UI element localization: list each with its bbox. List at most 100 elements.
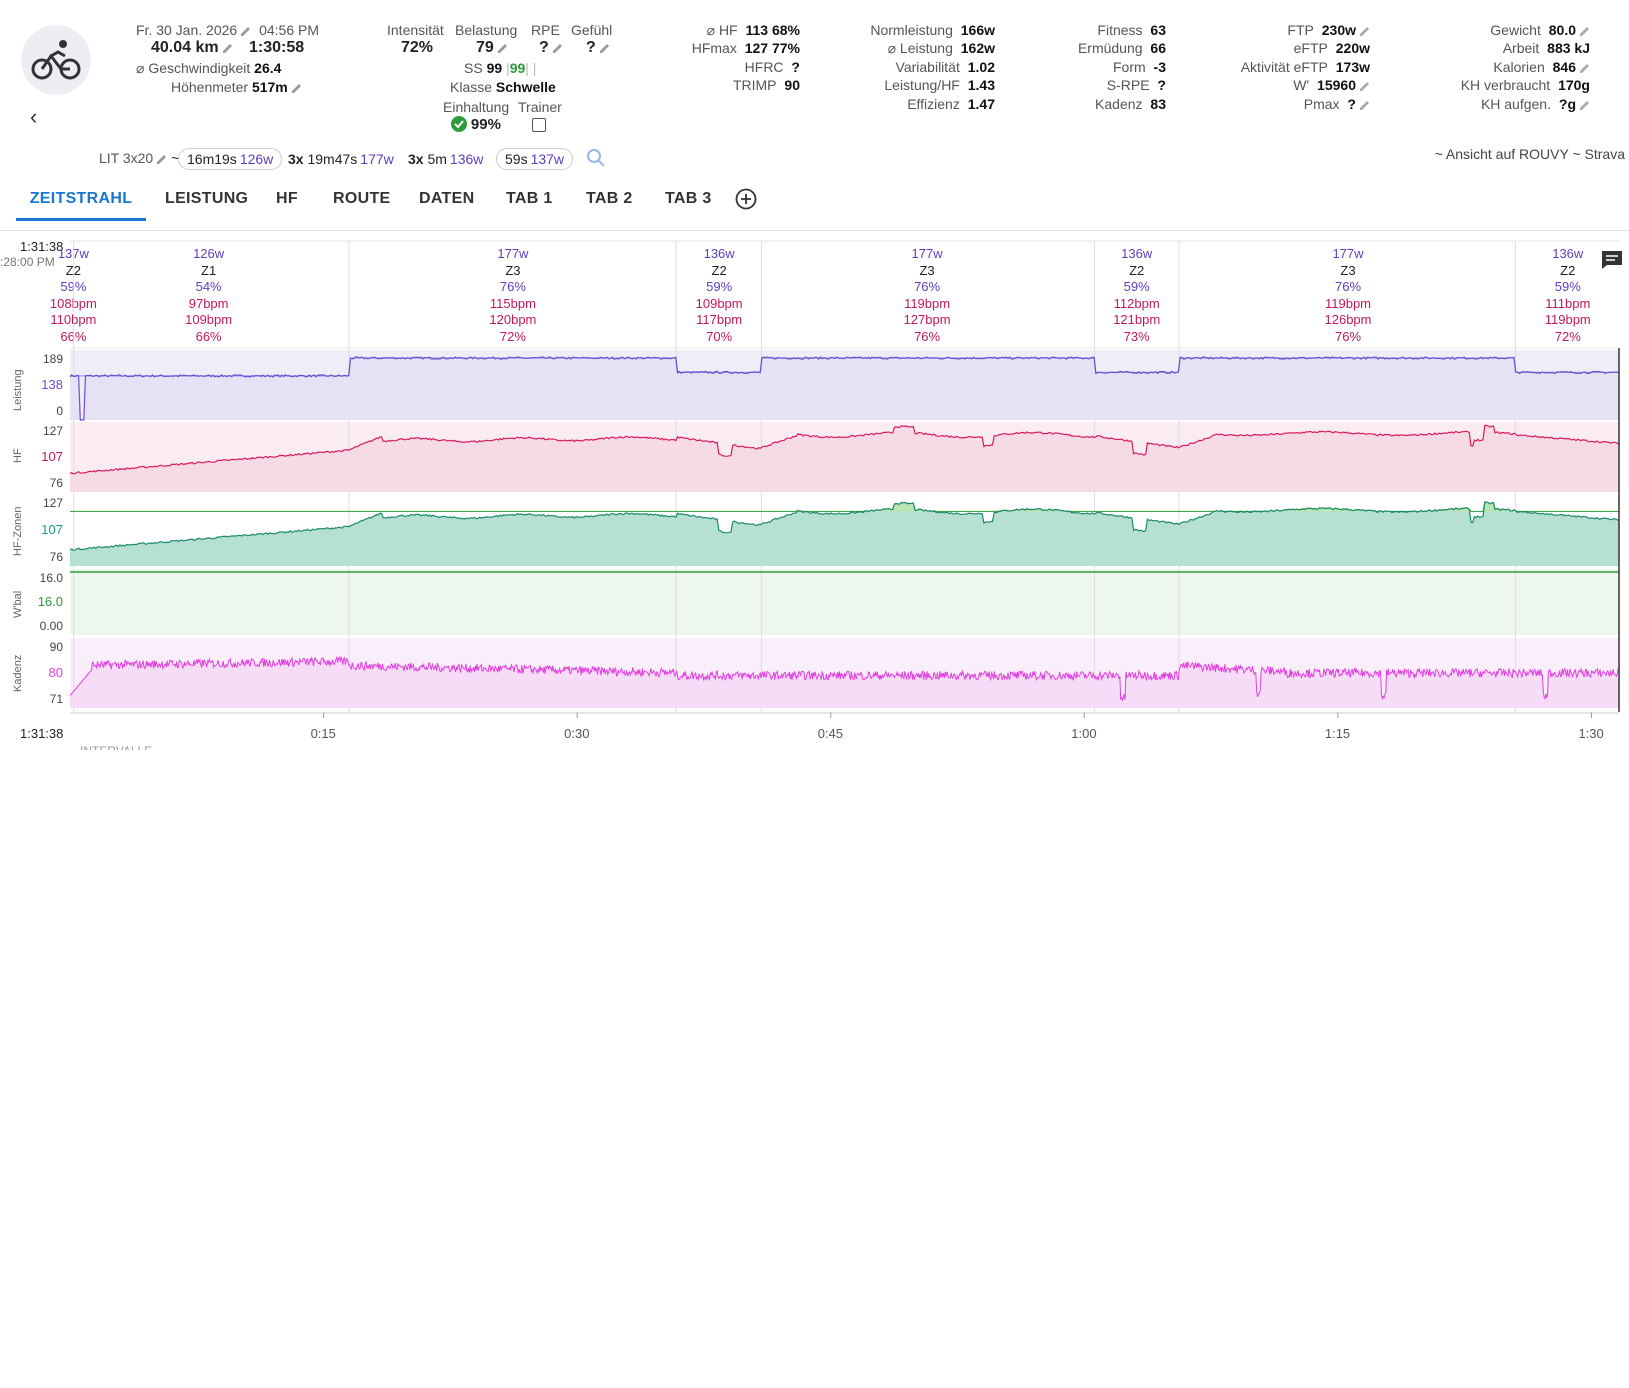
- stat-label: HFmax: [691, 40, 737, 57]
- interval-zone: Z3: [1340, 262, 1356, 278]
- feel-value[interactable]: ?: [586, 39, 596, 56]
- ss-value-2: 99: [509, 60, 526, 76]
- y-tick-label: 71: [49, 692, 63, 706]
- tab-2[interactable]: TAB 2: [586, 190, 633, 207]
- stat-value: 230w: [1317, 22, 1356, 38]
- interval-summary[interactable]: 136w Z2 59% 111bpm 119bpm 72%: [1528, 246, 1608, 346]
- stat-label: Variabilität: [895, 58, 960, 75]
- interval-max-hr: 117bpm: [696, 312, 743, 328]
- interval-avg-hr: 119bpm: [1324, 295, 1371, 311]
- tab-daten[interactable]: DATEN: [419, 190, 475, 207]
- edit-pencil-icon[interactable]: [1358, 79, 1370, 92]
- cursor-time: 1:31:38: [20, 239, 64, 254]
- stat-stats_col4-2: Aktivität eFTP 173w: [1241, 59, 1370, 75]
- stat-label: HFRC: [744, 58, 784, 75]
- compliance-label: Einhaltung: [443, 99, 510, 115]
- search-icon[interactable]: [586, 148, 606, 168]
- chat-icon[interactable]: [1601, 250, 1623, 270]
- stat-stats_col2-0: Normleistung 166w: [870, 22, 995, 38]
- rpe-value[interactable]: ?: [539, 39, 549, 56]
- workout-chip[interactable]: 59s 137w: [496, 148, 574, 170]
- back-chevron-icon[interactable]: ‹: [30, 104, 38, 129]
- interval-zone: Z2: [1129, 262, 1145, 278]
- stat-value: 846: [1548, 58, 1576, 75]
- stat-label: Gewicht: [1490, 22, 1541, 38]
- y-tick-label: 16.0: [39, 571, 63, 585]
- load-value: 79: [476, 39, 494, 56]
- interval-power: 136w: [1121, 246, 1153, 261]
- edit-pencil-icon[interactable]: [1578, 24, 1590, 36]
- trainer-checkbox[interactable]: [532, 118, 546, 132]
- stat-label: eFTP: [1293, 40, 1328, 57]
- activity-time: 04:56 PM: [259, 22, 320, 38]
- activity-date[interactable]: Fr. 30 Jan. 2026: [136, 22, 238, 38]
- edit-pencil-icon[interactable]: [551, 41, 563, 53]
- edit-pencil-icon[interactable]: [1358, 98, 1370, 110]
- stat-label: Arbeit: [1502, 40, 1540, 57]
- edit-pencil-icon[interactable]: [221, 41, 233, 53]
- tab-route[interactable]: ROUTE: [333, 190, 391, 207]
- stat-stats_col4-1: eFTP 220w: [1294, 40, 1370, 56]
- tab-hf[interactable]: HF: [276, 190, 298, 207]
- interval-hr-pct: 72%: [1554, 328, 1581, 344]
- edit-pencil-icon[interactable]: [155, 152, 167, 164]
- stat-label: Aktivität eFTP: [1240, 58, 1328, 75]
- stat-label: TRIMP: [732, 77, 777, 94]
- tab-leistung[interactable]: LEISTUNG: [165, 190, 249, 207]
- y-tick-label: 127: [42, 424, 63, 438]
- edit-pencil-icon[interactable]: [1358, 24, 1370, 36]
- stat-label: KH verbraucht: [1460, 77, 1551, 94]
- interval-max-hr: 127bpm: [903, 312, 951, 328]
- tab-1[interactable]: TAB 1: [506, 190, 553, 207]
- hr-zones-area: [70, 502, 1619, 566]
- stat-value: 66: [1146, 40, 1166, 57]
- stat-stats_col2-3: Leistung/HF 1.43: [884, 77, 995, 93]
- interval-summary[interactable]: 177w Z3 76% 119bpm 127bpm 76%: [887, 246, 967, 346]
- stat-value: 1.47: [963, 95, 995, 112]
- edit-pencil-icon[interactable]: [496, 41, 508, 53]
- interval-summary[interactable]: 177w Z3 76% 115bpm 120bpm 72%: [473, 246, 553, 346]
- workout-chip[interactable]: 16m19s 126w: [178, 148, 283, 170]
- interval-avg-hr: 109bpm: [695, 295, 743, 311]
- workout-name[interactable]: LIT 3x20: [99, 150, 154, 166]
- stat-stats_col1-2: HFRC ?: [745, 59, 800, 75]
- interval-summary[interactable]: 126w Z1 54% 97bpm 109bpm 66%: [169, 246, 249, 346]
- stat-value: ?: [1343, 95, 1356, 112]
- stat-stats_col2-4: Effizienz 1.47: [907, 96, 995, 112]
- timeline-chart[interactable]: [0, 235, 1629, 755]
- stat-label: FTP: [1287, 22, 1314, 38]
- elevation-label: Höhenmeter: [171, 79, 249, 95]
- stat-stats_col2-2: Variabilität 1.02: [896, 59, 995, 75]
- stat-stats_col4-0: FTP 230w: [1287, 22, 1370, 38]
- interval-zone: Z3: [505, 262, 521, 278]
- y-tick-label: 80: [48, 665, 63, 680]
- interval-pct: 54%: [195, 279, 222, 295]
- add-tab-icon[interactable]: [735, 188, 757, 210]
- hr-line: [69, 424, 1620, 475]
- stat-stats_col3-3: S-RPE ?: [1107, 77, 1166, 93]
- stat-stats_col3-0: Fitness 63: [1097, 22, 1166, 38]
- tab-zeitstrahl[interactable]: ZEITSTRAHL: [16, 190, 146, 221]
- edit-pencil-icon[interactable]: [1578, 61, 1590, 73]
- interval-summary[interactable]: 136w Z2 59% 109bpm 117bpm 70%: [679, 246, 759, 346]
- interval-summary[interactable]: 136w Z2 59% 112bpm 121bpm 73%: [1097, 246, 1177, 346]
- rpe-label: RPE: [531, 22, 560, 38]
- stat-value: 90: [780, 77, 800, 94]
- stat-stats_col5-0: Gewicht 80.0: [1490, 22, 1590, 38]
- stat-value: 15960: [1313, 77, 1356, 94]
- interval-max-hr: 126bpm: [1324, 312, 1372, 328]
- tab-3[interactable]: TAB 3: [665, 190, 712, 207]
- stat-stats_col5-1: Arbeit 883 kJ: [1503, 40, 1590, 56]
- workout-chip[interactable]: 3x 19m47s 177w: [288, 151, 394, 167]
- edit-pencil-icon[interactable]: [598, 41, 610, 53]
- workout-chip[interactable]: 3x 5m 136w: [408, 151, 484, 167]
- stat-value: 170g: [1554, 77, 1590, 94]
- edit-pencil-icon[interactable]: [290, 81, 302, 93]
- edit-pencil-icon[interactable]: [1578, 98, 1590, 110]
- stat-label: ⌀ HF: [706, 22, 738, 38]
- external-links[interactable]: ~ Ansicht auf ROUVY ~ Strava: [1434, 146, 1625, 162]
- interval-summary[interactable]: 177w Z3 76% 119bpm 126bpm 76%: [1308, 246, 1388, 346]
- hr-zones-line: [69, 501, 1620, 551]
- stat-value: ?g: [1555, 95, 1576, 112]
- edit-pencil-icon[interactable]: [239, 24, 251, 36]
